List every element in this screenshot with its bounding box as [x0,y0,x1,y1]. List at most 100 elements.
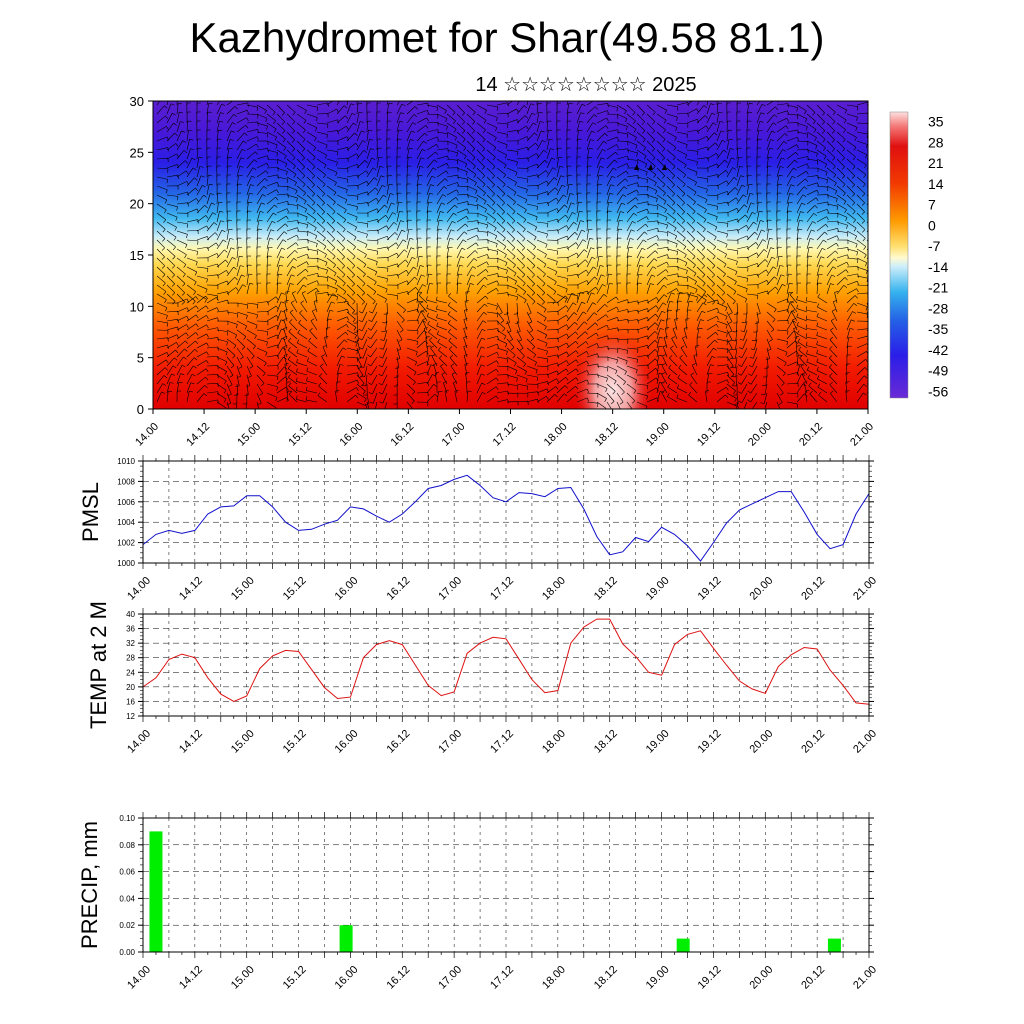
wind-barb [346,142,356,151]
wind-barb-feather [227,412,231,413]
wind-barb [486,176,495,186]
wind-barb-feather [629,238,634,240]
wind-barb [616,338,628,341]
section-x-axis: 14.00 14.12 15.00 15.12 16.00 16.12 17.00 17.12… [133,409,876,449]
wind-barb-feather [297,205,299,210]
wind-barb [666,131,677,138]
wind-barb-feather [738,364,742,367]
wind-barb [318,385,328,394]
wind-barb-feather [565,368,569,373]
wind-barb [156,230,166,239]
wind-barb-feather [603,140,607,144]
wind-barb-feather [643,147,646,151]
wind-barb-feather [543,308,547,313]
wind-barb [656,131,666,140]
wind-barb [316,176,326,185]
wind-barb [526,212,538,218]
wind-barb-feather [425,125,429,129]
wind-barb [856,359,866,367]
wind-barb-feather [698,327,703,330]
wind-barb [756,249,765,259]
wind-barb [466,258,475,268]
wind-barb-feather [655,242,659,247]
wind-barb [366,177,375,187]
wind-barb [666,212,676,220]
wind-barb [696,194,708,200]
wind-barb [366,148,371,160]
wind-barb-feather [728,348,733,351]
wind-barb [706,284,715,294]
wind-barb-feather [229,238,234,240]
wind-barb [206,242,217,250]
wind-barb [406,319,418,322]
wind-barb-feather [453,212,457,216]
wind-barb [696,230,706,239]
wind-barb [696,239,705,248]
wind-barb [176,160,186,169]
wind-barb [466,242,477,250]
wind-barb [346,248,356,257]
wind-barb-feather [275,407,277,409]
wind-barb [656,355,660,367]
wind-barb [236,117,247,124]
wind-barb [667,377,678,385]
wind-barb-feather [466,208,469,213]
wind-barb [443,382,448,394]
wind-barb [536,311,547,319]
wind-barb-feather [872,239,875,242]
wind-barb-feather [357,372,359,377]
wind-barb [646,283,651,295]
wind-barb-feather [234,276,238,281]
wind-barb [156,167,168,170]
wind-barb-feather [514,362,517,367]
wind-barb [696,275,706,284]
wind-barb [676,176,686,185]
wind-barb-feather [682,237,686,242]
wind-barb [426,104,438,108]
wind-barb [463,328,468,340]
wind-barb-feather [291,274,295,277]
wind-barb [439,357,448,367]
wind-barb-feather [659,328,664,330]
wind-barb [336,176,348,180]
wind-barb [818,394,828,403]
wind-barb [276,176,288,180]
wind-barb-feather [502,328,506,332]
wind-barb [266,315,277,322]
wind-barb [416,166,421,178]
wind-barb [206,101,209,106]
wind-barb [716,140,723,151]
wind-barb-feather [171,274,175,278]
wind-barb [306,370,318,376]
wind-barb [446,221,453,232]
wind-barb-feather [681,220,685,224]
wind-barb [526,398,538,403]
wind-barb [826,250,836,259]
wind-barb-feather [712,256,716,260]
wind-barb [346,293,356,302]
wind-barb-feather [503,164,507,169]
wind-barb-feather [813,213,817,216]
wind-flag [648,164,653,170]
wind-barb-feather [473,174,477,178]
wind-barb-feather [647,308,649,313]
wind-barb-feather [671,292,675,295]
wind-barb-feather [647,299,649,304]
wind-barb-feather [566,333,569,338]
wind-barb [576,397,588,403]
wind-barb-feather [832,157,836,161]
wind-barb [516,374,528,380]
wind-barb-feather [748,365,753,368]
wind-barb-feather [177,319,179,324]
wind-barb-feather [598,174,603,177]
wind-barb [606,113,618,116]
colorbar-label: 21 [928,155,944,171]
wind-barb [236,320,247,327]
wind-barb [576,321,585,331]
wind-barb [196,295,206,304]
wind-barb [856,122,868,124]
wind-barb [156,337,168,340]
wind-barb-feather [728,330,733,333]
wind-barb-feather [835,198,838,203]
wind-barb-feather [693,273,697,277]
